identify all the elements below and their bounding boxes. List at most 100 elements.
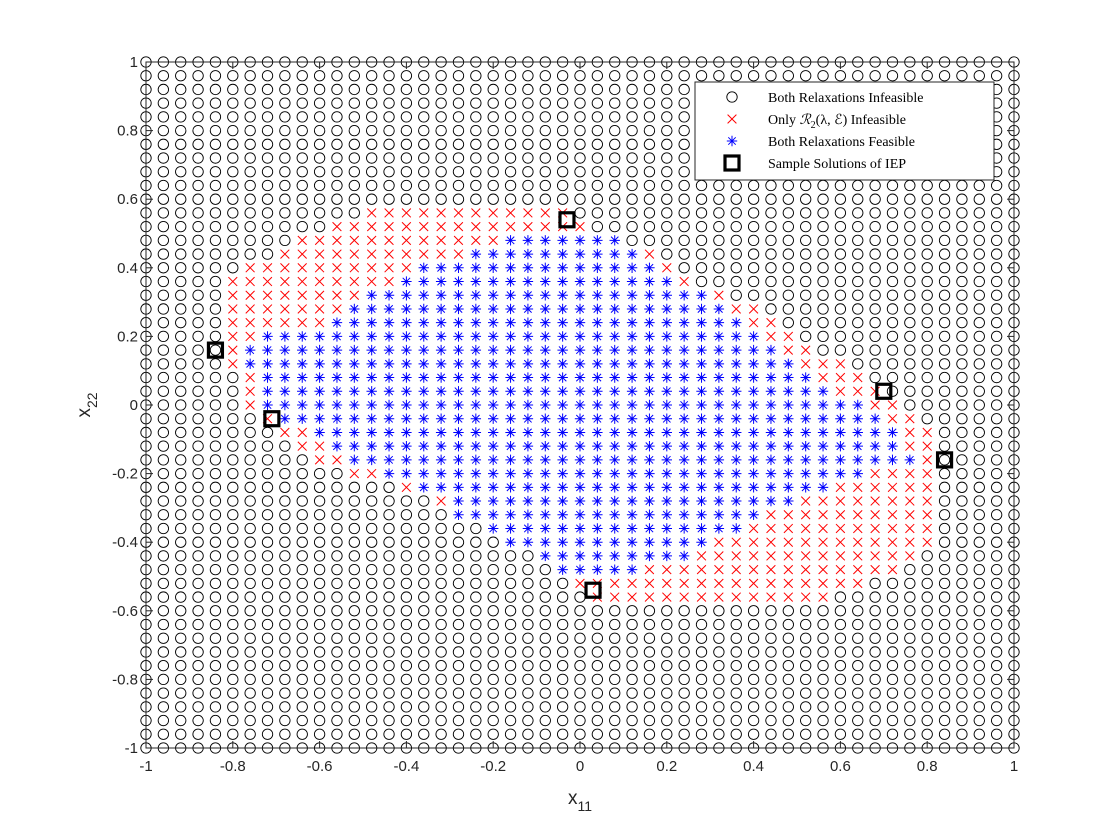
marker-circle: [452, 83, 465, 96]
legend-label: Only ℛ2(λ, ℰ) Infeasible: [768, 113, 906, 131]
marker-asterisk: [470, 440, 482, 452]
marker-circle: [157, 714, 170, 727]
marker-circle: [661, 97, 673, 109]
marker-asterisk: [661, 372, 672, 383]
marker-circle: [591, 111, 604, 123]
marker-x: [887, 482, 898, 493]
marker-circle: [730, 618, 742, 631]
marker-x: [835, 510, 846, 520]
marker-asterisk: [731, 413, 742, 424]
marker-circle: [591, 152, 604, 164]
marker-asterisk: [609, 482, 620, 493]
marker-asterisk: [696, 372, 707, 383]
marker-asterisk: [574, 550, 586, 562]
marker-asterisk: [765, 440, 777, 452]
marker-x: [662, 578, 672, 589]
marker-circle: [695, 701, 708, 713]
marker-asterisk: [644, 550, 655, 562]
marker-circle: [904, 714, 916, 727]
marker-circle: [504, 550, 517, 562]
marker-circle: [990, 220, 1003, 233]
marker-x: [314, 455, 325, 465]
marker-asterisk: [366, 454, 377, 466]
marker-circle: [279, 632, 291, 644]
marker-circle: [175, 714, 187, 727]
marker-circle: [990, 591, 1003, 603]
marker-circle: [869, 275, 881, 288]
marker-circle: [348, 166, 360, 178]
marker-circle: [834, 262, 847, 274]
marker-circle: [400, 70, 413, 82]
marker-circle: [435, 70, 447, 82]
marker-circle: [504, 591, 517, 603]
marker-asterisk: [644, 454, 655, 466]
marker-circle: [244, 152, 256, 164]
marker-circle: [296, 605, 308, 617]
marker-circle: [869, 317, 881, 329]
marker-circle: [695, 234, 708, 247]
marker-asterisk: [470, 358, 482, 370]
marker-asterisk: [626, 344, 638, 356]
marker-circle: [921, 701, 933, 713]
marker-circle: [348, 563, 360, 576]
marker-circle: [331, 701, 343, 713]
marker-circle: [643, 166, 656, 178]
series-feasible: [244, 235, 916, 575]
marker-circle: [435, 166, 447, 178]
marker-x: [679, 592, 689, 602]
marker-circle: [244, 83, 256, 96]
marker-circle: [834, 687, 847, 699]
marker-circle: [209, 632, 222, 644]
marker-asterisk: [470, 386, 482, 397]
marker-circle: [313, 83, 326, 96]
marker-circle: [418, 563, 430, 576]
marker-circle: [643, 701, 656, 713]
marker-circle: [175, 330, 187, 343]
marker-asterisk: [678, 303, 690, 315]
marker-circle: [209, 618, 222, 631]
marker-circle: [834, 646, 847, 658]
marker-circle: [157, 97, 170, 109]
marker-circle: [938, 234, 951, 247]
marker-circle: [435, 673, 447, 686]
marker-asterisk: [696, 344, 707, 356]
marker-circle: [227, 166, 239, 178]
marker-asterisk: [748, 440, 759, 452]
marker-asterisk: [626, 276, 638, 287]
marker-circle: [921, 234, 933, 247]
marker-asterisk: [626, 372, 638, 383]
marker-circle: [695, 193, 708, 205]
marker-asterisk: [383, 440, 395, 452]
marker-x: [835, 482, 846, 493]
marker-x: [818, 496, 828, 506]
marker-circle: [192, 536, 204, 548]
marker-circle: [782, 248, 794, 260]
marker-circle: [279, 467, 291, 480]
marker-circle: [452, 618, 465, 631]
marker-asterisk: [731, 399, 742, 411]
marker-x: [783, 523, 794, 534]
marker-asterisk: [470, 317, 482, 328]
marker-circle: [990, 317, 1003, 329]
marker-circle: [157, 262, 170, 274]
marker-circle: [209, 344, 222, 356]
marker-x: [922, 468, 932, 479]
marker-circle: [852, 728, 864, 740]
marker-asterisk: [540, 372, 551, 383]
marker-circle: [990, 262, 1003, 274]
marker-circle: [643, 632, 656, 644]
marker-circle: [331, 179, 343, 192]
marker-asterisk: [765, 386, 777, 397]
marker-circle: [695, 275, 708, 288]
marker-circle: [157, 673, 170, 686]
marker-asterisk: [626, 509, 638, 520]
marker-circle: [418, 660, 430, 672]
marker-asterisk: [366, 317, 377, 328]
marker-asterisk: [279, 372, 291, 383]
marker-asterisk: [279, 399, 291, 411]
marker-circle: [418, 605, 430, 617]
marker-asterisk: [418, 468, 429, 479]
marker-circle: [834, 728, 847, 740]
marker-circle: [487, 124, 499, 137]
marker-circle: [938, 550, 951, 562]
